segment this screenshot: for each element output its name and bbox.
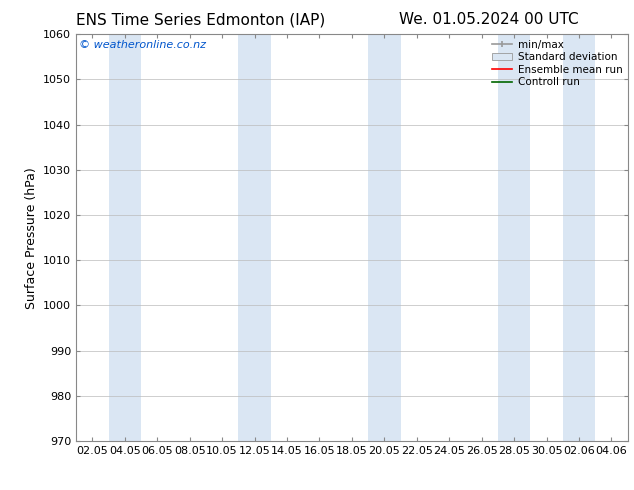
Y-axis label: Surface Pressure (hPa): Surface Pressure (hPa) [25,167,37,309]
Legend: min/max, Standard deviation, Ensemble mean run, Controll run: min/max, Standard deviation, Ensemble me… [489,36,626,91]
Text: We. 01.05.2024 00 UTC: We. 01.05.2024 00 UTC [399,12,579,27]
Bar [238,34,271,441]
Bar [498,34,530,441]
Text: © weatheronline.co.nz: © weatheronline.co.nz [79,40,206,50]
Bar [108,34,141,441]
Bar [368,34,401,441]
Text: ENS Time Series Edmonton (IAP): ENS Time Series Edmonton (IAP) [76,12,325,27]
Bar [563,34,595,441]
